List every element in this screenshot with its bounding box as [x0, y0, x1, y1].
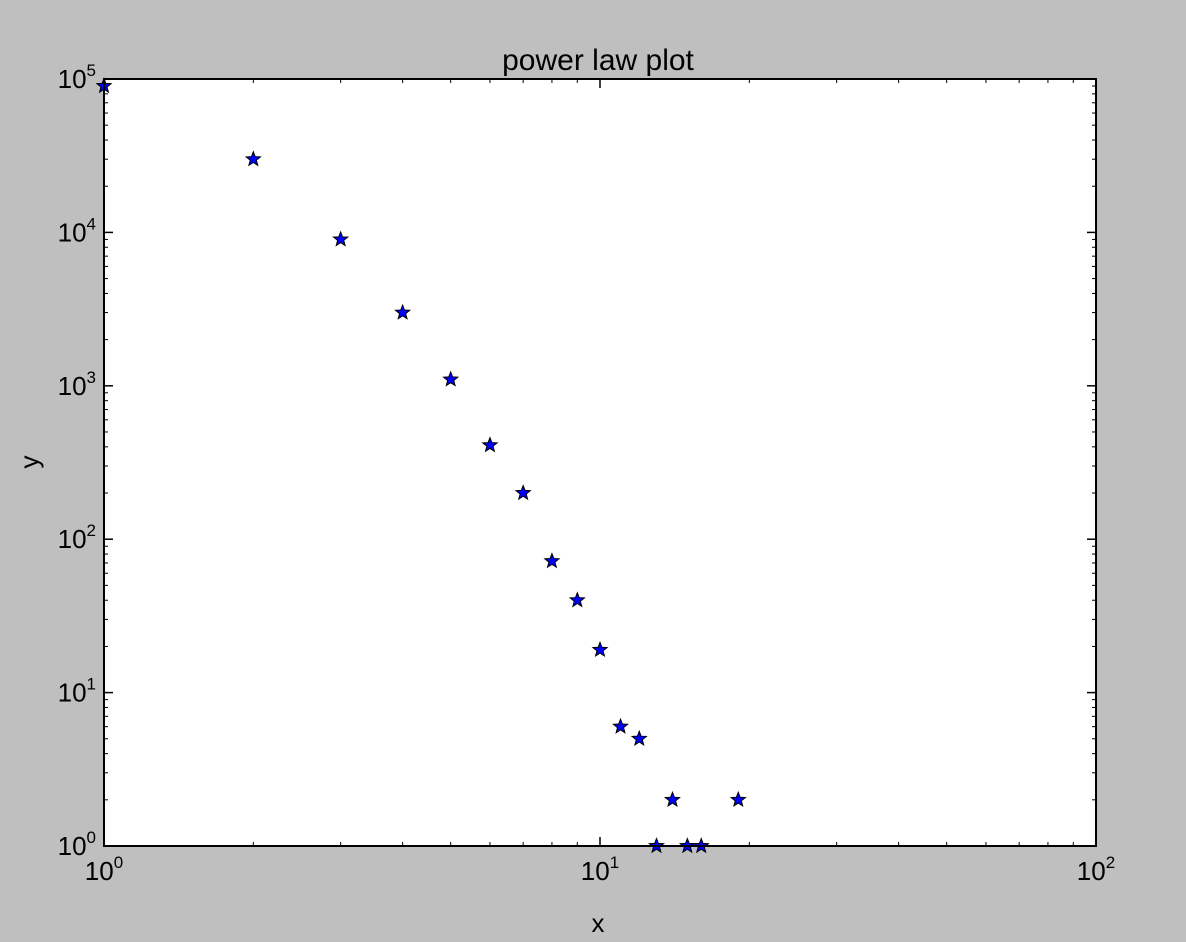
- data-point: [630, 729, 648, 746]
- data-point: [729, 790, 747, 808]
- y-tick-label: 102: [58, 521, 96, 554]
- data-point: [612, 717, 629, 734]
- y-tick-label: 100: [58, 828, 96, 861]
- data-points: [95, 77, 747, 854]
- data-point: [591, 640, 609, 658]
- x-tick-labels: 100 101 102: [85, 853, 1115, 886]
- data-point: [442, 370, 460, 387]
- data-point: [332, 230, 350, 247]
- y-tick-labels: 100 101 102 103 104 105: [58, 61, 96, 861]
- x-axis-label: x: [592, 908, 605, 938]
- y-tick-label: 101: [58, 675, 96, 708]
- data-point: [481, 436, 499, 453]
- y-tick-label: 103: [58, 368, 96, 401]
- data-point: [543, 552, 561, 569]
- data-point: [514, 484, 532, 501]
- axes-frame: [103, 78, 1097, 847]
- data-point: [664, 790, 681, 808]
- axes-background: [104, 79, 1096, 846]
- data-point: [394, 303, 412, 320]
- x-tick-label: 101: [581, 853, 619, 886]
- y-tick-label: 105: [58, 61, 96, 94]
- x-tick-label: 100: [85, 853, 123, 886]
- x-tick-label: 102: [1077, 853, 1115, 886]
- y-tick-label: 104: [58, 214, 96, 247]
- data-point: [568, 591, 586, 608]
- chart-title: power law plot: [502, 44, 694, 77]
- y-axis-label: y: [14, 456, 44, 469]
- data-point: [244, 150, 262, 167]
